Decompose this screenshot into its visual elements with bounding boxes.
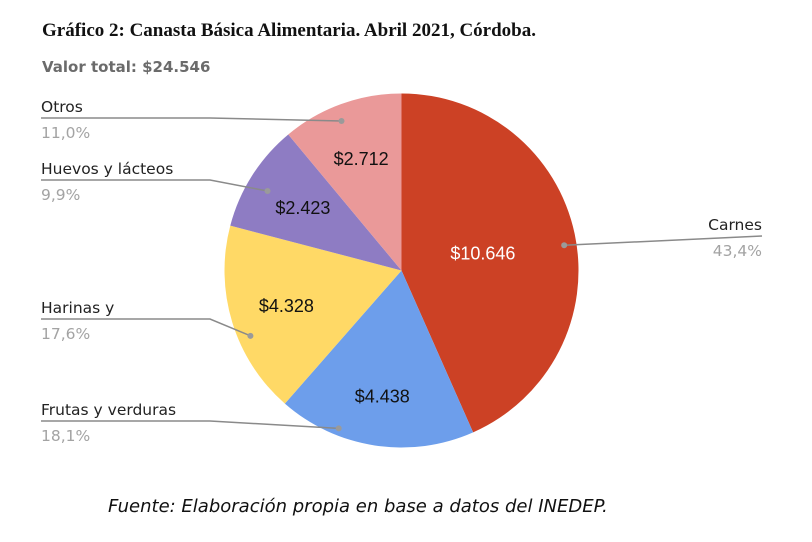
leader-line — [41, 179, 268, 192]
category-label: Harinas y — [41, 299, 114, 317]
pie-slice-harinas-y — [224, 225, 402, 404]
percentage-label: 43,4% — [713, 242, 762, 260]
slice-value-label: $2.712 — [334, 149, 389, 169]
chart-source-note: Fuente: Elaboración propia en base a dat… — [108, 496, 608, 517]
leader-dot — [338, 118, 345, 125]
slice-labels: $10.646 Carnes 43,4% $4.438 Frutas y verdura… — [41, 98, 762, 445]
category-label: Otros — [41, 98, 83, 116]
leader-dot — [247, 332, 254, 339]
percentage-label: 9,9% — [41, 186, 80, 204]
leader-lines — [41, 117, 763, 432]
category-label: Carnes — [708, 216, 762, 234]
leader-dot — [561, 242, 568, 249]
pie-slice-otros — [288, 93, 402, 271]
slice-value-label: $2.423 — [275, 198, 330, 218]
percentage-label: 11,0% — [41, 124, 90, 142]
leader-line — [41, 420, 339, 430]
category-label: Frutas y verduras — [41, 401, 176, 419]
slice-value-label: $4.438 — [355, 386, 410, 406]
category-label: Huevos y lácteos — [41, 160, 173, 178]
percentage-label: 17,6% — [41, 325, 90, 343]
chart-subtitle: Valor total: $24.546 — [42, 58, 211, 76]
slice-value-label: $4.328 — [259, 296, 314, 316]
slice-value-label: $10.646 — [450, 243, 515, 263]
leader-line — [41, 318, 251, 337]
leader-line — [564, 235, 763, 247]
leader-line — [41, 117, 342, 122]
pie-slice-frutas-y-verduras — [284, 270, 474, 448]
leader-dot — [335, 425, 342, 432]
leader-dot — [264, 188, 271, 195]
pie-slice-huevos-y-l-cteos — [230, 134, 402, 271]
pie-slices — [224, 93, 579, 448]
percentage-label: 18,1% — [41, 427, 90, 445]
chart-title: Gráfico 2: Canasta Básica Alimentaria. A… — [42, 20, 536, 41]
pie-slice-carnes — [401, 93, 579, 433]
